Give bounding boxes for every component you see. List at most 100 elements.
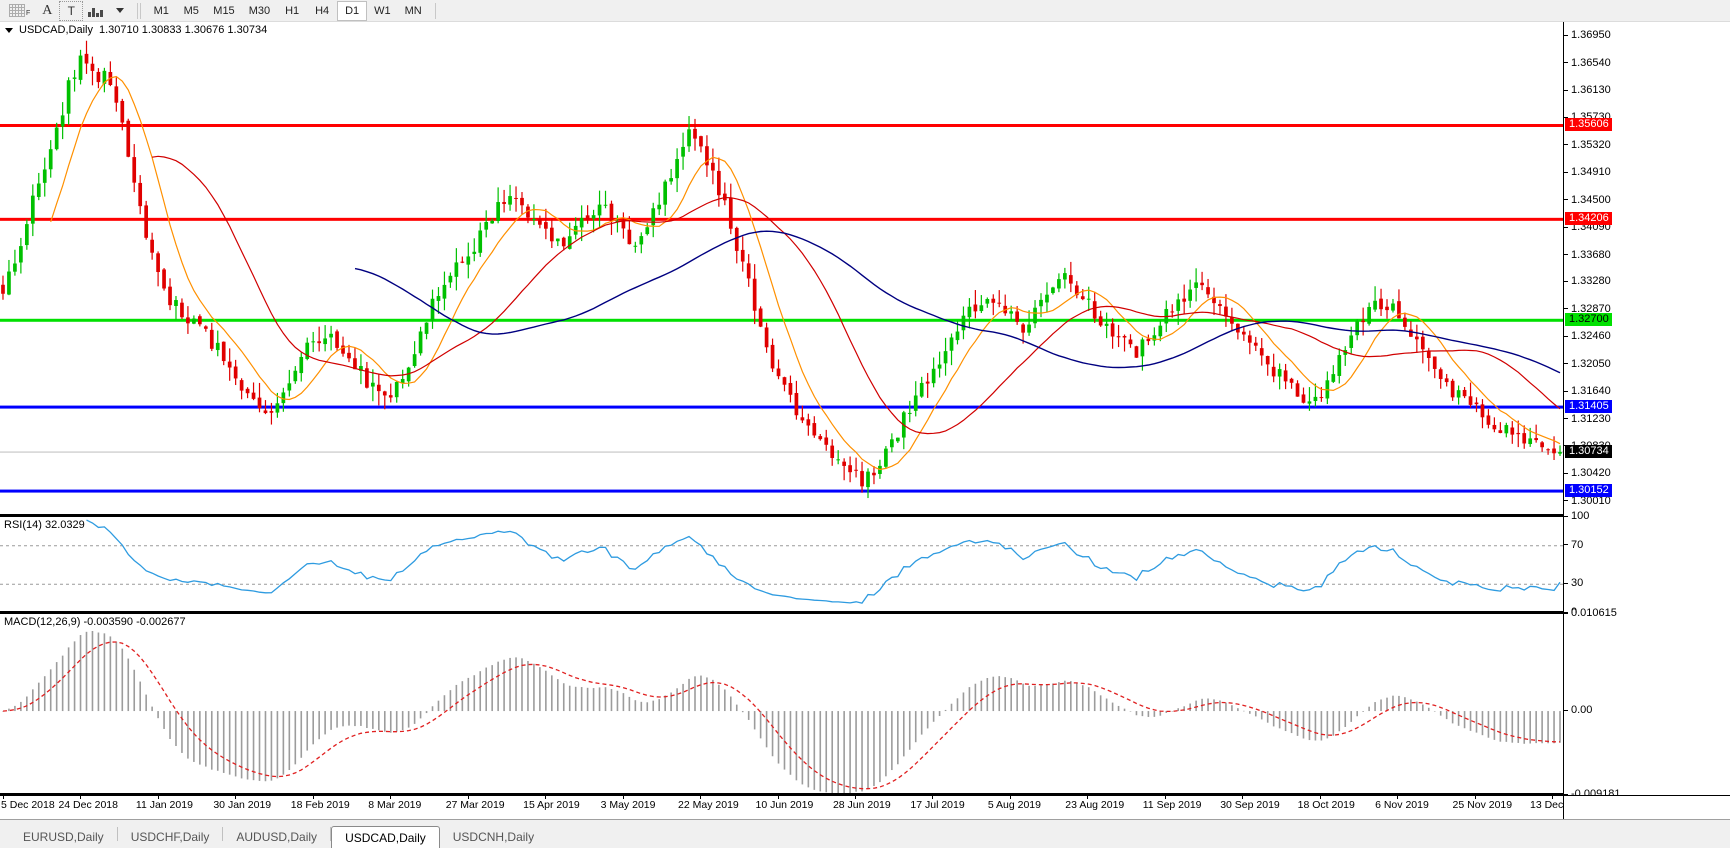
timeframe-h4[interactable]: H4 [315,4,330,17]
x-axis-tick: 3 May 2019 [600,799,656,811]
tab-usdcad-daily[interactable]: USDCAD,Daily [331,826,440,848]
x-axis-tick: 10 Jun 2019 [755,799,814,811]
timeframe-m5[interactable]: M5 [183,4,199,17]
tick-label: 1.32050 [1571,357,1611,370]
price-hline-3 [0,405,1563,409]
x-axis-tick: 6 Nov 2019 [1375,799,1429,811]
price-axis-tick: 1.34500 [1564,194,1611,206]
x-tick-mark [1552,796,1553,799]
crosshair-grid-icon[interactable]: F [4,1,35,21]
price-axis-tick: 1.36540 [1564,57,1611,69]
ma-fast-line [50,75,1561,471]
time-x-axis[interactable]: 5 Dec 2018 24 Dec 2018 11 Jan 2019 30 Jan 2… [0,795,1590,819]
rsi-panel[interactable]: RSI(14) 32.0329 [0,516,1563,613]
timeframe-m15[interactable]: M15 [213,4,235,17]
tick-dash [1564,226,1568,228]
rsi-axis-tick: 30 [1564,577,1583,589]
rsi-canvas [0,519,1563,604]
support-label-1[interactable]: 1.31405 [1565,400,1612,414]
tick-label: 1.33680 [1571,248,1611,261]
timeframe-mn[interactable]: MN [404,4,422,17]
price-axis-tick: 1.32460 [1564,330,1611,342]
rsi-axis-tick: 100 [1564,510,1589,522]
price-hline-0 [0,123,1563,127]
support-label-2[interactable]: 1.30152 [1565,484,1612,498]
text-label-icon[interactable]: T [59,0,84,21]
text-object-icon[interactable]: A [42,2,53,18]
price-y-axis[interactable]: 1.36950 1.36540 1.36130 1.35730 1.35320 1.349… [1563,22,1730,516]
collapse-caret-icon[interactable] [5,27,13,33]
x-tick-mark [3,796,4,799]
tick-label: 0.00 [1571,704,1593,717]
tab-audusd-daily[interactable]: AUDUSD,Daily [236,830,318,844]
tick-label: 1.32870 [1571,302,1611,315]
price-hline-5 [0,489,1563,493]
symbol-name: USDCAD,Daily [19,24,93,36]
price-hline-1 [0,217,1563,221]
price-axis-tick: 1.32050 [1564,358,1611,370]
price-axis-tick: 1.31230 [1564,413,1611,425]
tab-eurusd-daily[interactable]: EURUSD,Daily [23,830,104,844]
x-tick-mark [467,796,469,799]
price-axis-tick: 1.31640 [1564,385,1611,397]
ma-mid-line [152,155,1561,435]
tick-dash [1564,582,1568,584]
main-toolbar: F A T M1 M5 M15 M30 H1 H4 D1 W1 MN [0,0,1730,22]
x-axis-tick: 18 Feb 2019 [290,799,350,811]
x-tick-mark [80,796,82,799]
toolbar-divider-3 [434,2,436,19]
tick-label: 1.30420 [1571,467,1611,480]
price-chart-panel[interactable] [0,22,1563,516]
chevron-down-icon[interactable] [108,1,132,21]
rsi-line [86,519,1561,604]
tick-dash [1564,793,1568,795]
x-axis-tick: 25 Nov 2019 [1452,799,1513,811]
x-tick-mark [1087,796,1089,799]
timeframe-w1[interactable]: W1 [374,4,391,17]
tick-dash [1564,544,1568,546]
macd-panel[interactable]: MACD(12,26,9) -0.003590 -0.002677 [0,613,1563,795]
timeframe-d1[interactable]: D1 [337,0,368,21]
x-axis-tick: 23 Aug 2019 [1065,799,1125,811]
macd-canvas [2,631,1561,793]
rsi-axis-tick: 70 [1564,539,1583,551]
macd-axis-tick: 0.00 [1564,704,1592,716]
x-tick-mark [1242,796,1244,799]
price-axis-tick: 1.32870 [1564,303,1611,315]
x-axis-tick: 5 Dec 2018 [1,799,55,811]
tick-dash [1564,500,1568,502]
ma-slow-line [354,230,1561,374]
x-axis-tick: 28 Jun 2019 [832,799,891,811]
tab-usdchf-daily[interactable]: USDCHF,Daily [130,830,210,844]
tick-label: 0 [1571,606,1578,618]
tick-label: 1.36130 [1571,84,1611,97]
x-tick-mark [312,796,314,799]
tick-dash [1564,611,1568,613]
x-axis-tick: 18 Oct 2019 [1297,799,1355,811]
tick-dash [1564,390,1568,392]
rsi-y-axis[interactable]: 100 70 30 0 [1563,510,1730,618]
tick-dash [1564,116,1568,118]
macd-y-axis[interactable]: 0.010615 0.00 -0.009181 [1563,607,1730,800]
pivot-label[interactable]: 1.32700 [1565,313,1612,327]
x-axis-tick: 8 Mar 2019 [368,799,422,811]
indicator-icon[interactable] [83,1,108,21]
tick-dash [1564,472,1568,474]
tab-usdcnh-daily[interactable]: USDCNH,Daily [452,830,535,844]
timeframe-m30[interactable]: M30 [248,4,271,17]
price-axis-tick: 1.33680 [1564,249,1611,261]
tick-label: 30 [1571,577,1584,590]
price-axis-tick: 1.36950 [1564,29,1611,41]
x-tick-mark [622,796,624,799]
resistance-label-2[interactable]: 1.34206 [1565,212,1612,226]
resistance-label-1[interactable]: 1.35606 [1565,118,1612,132]
tick-dash [1564,34,1568,36]
x-tick-mark [545,796,547,799]
tick-label: 1.30010 [1571,494,1611,507]
x-axis-tick: 30 Jan 2019 [213,799,272,811]
tick-dash [1564,308,1568,310]
timeframe-h1[interactable]: H1 [285,4,300,17]
current-price-label[interactable]: 1.30734 [1565,445,1612,459]
chart-tabbar: EURUSD,Daily USDCHF,Daily AUDUSD,Daily U… [0,819,1730,848]
timeframe-m1[interactable]: M1 [153,4,169,17]
